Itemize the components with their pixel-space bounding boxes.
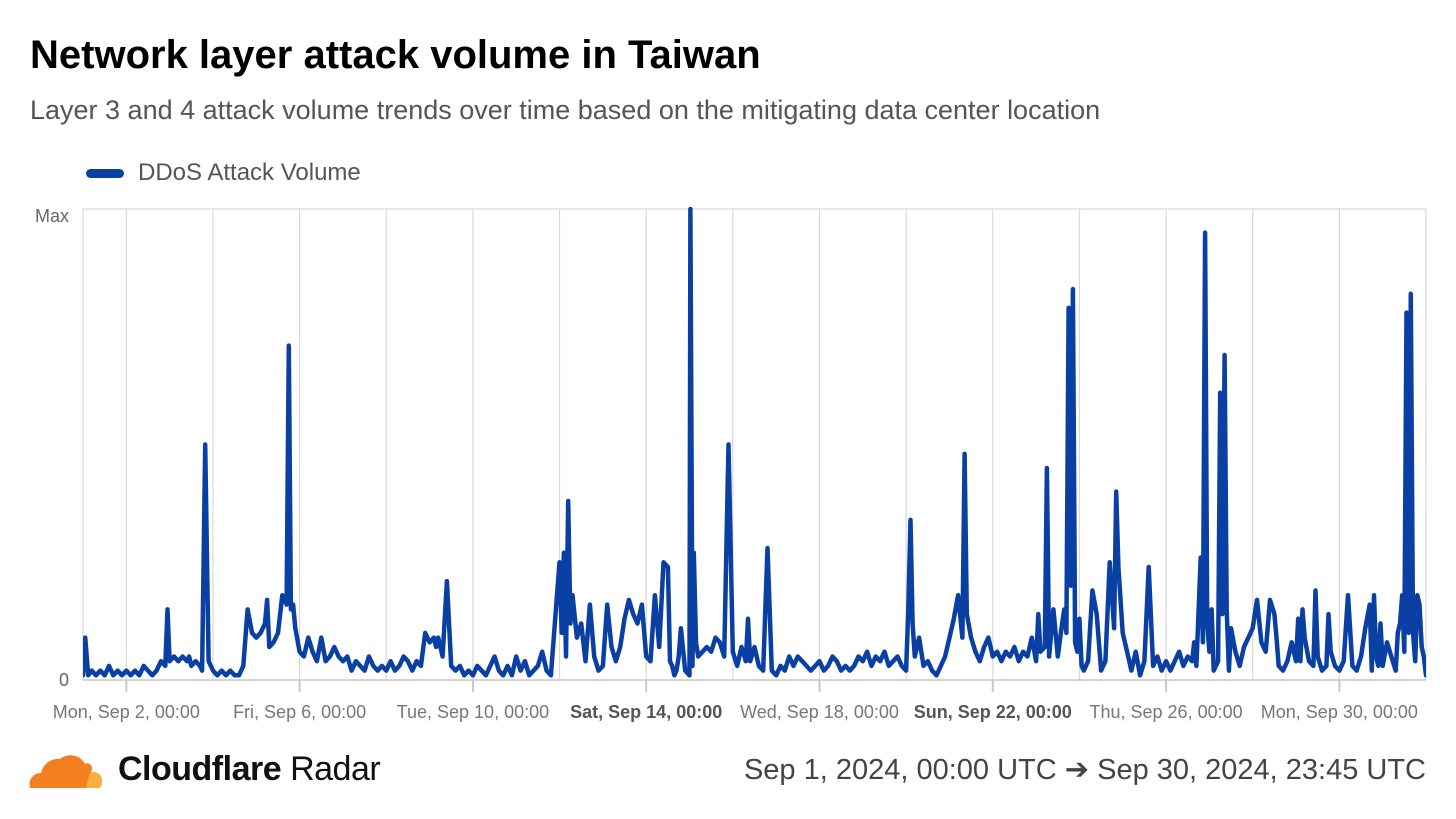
x-tick-label: Fri, Sep 6, 00:00 <box>233 702 366 722</box>
cloud-light-shape <box>86 771 103 788</box>
cloud-orange-shape <box>29 754 92 788</box>
brand-cloudflare: Cloudflare <box>118 750 282 788</box>
x-tick-label: Tue, Sep 10, 00:00 <box>397 702 549 722</box>
legend[interactable]: DDoS Attack Volume <box>86 157 361 189</box>
cloudflare-cloud-icon <box>29 754 103 788</box>
brand-radar: Radar <box>290 750 381 788</box>
x-tick-label: Mon, Sep 2, 00:00 <box>53 702 200 722</box>
y-tick-label-zero: 0 <box>59 670 69 690</box>
x-tick-label: Sat, Sep 14, 00:00 <box>570 702 722 722</box>
x-tick-label: Mon, Sep 30, 00:00 <box>1261 702 1418 722</box>
legend-swatch <box>86 168 124 178</box>
chart-title: Network layer attack volume in Taiwan <box>30 33 761 77</box>
legend-label: DDoS Attack Volume <box>138 159 361 186</box>
series-line-ddos-attack-volume[interactable] <box>83 207 1426 678</box>
x-tick-label: Wed, Sep 18, 00:00 <box>740 702 899 722</box>
y-tick-label-max: Max <box>35 206 69 226</box>
chart-subtitle: Layer 3 and 4 attack volume trends over … <box>30 95 1101 125</box>
date-range: Sep 1, 2024, 00:00 UTC ➔ Sep 30, 2024, 2… <box>743 754 1426 786</box>
x-tick-label: Sun, Sep 22, 00:00 <box>914 702 1072 722</box>
x-tick-label: Thu, Sep 26, 00:00 <box>1090 702 1243 722</box>
cloudflare-radar-logo: Cloudflare Radar <box>28 750 381 789</box>
